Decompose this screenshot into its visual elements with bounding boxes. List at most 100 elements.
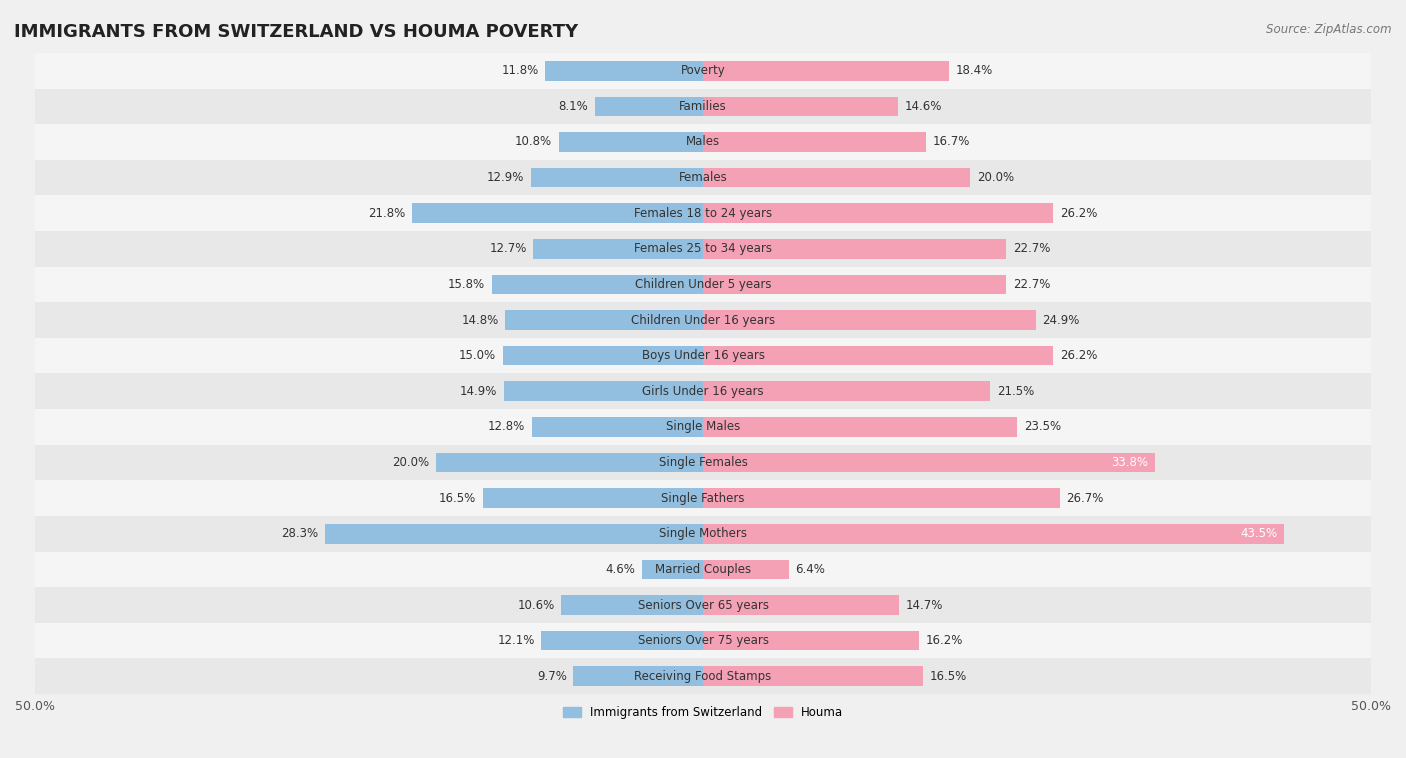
Bar: [641, 559, 703, 579]
Text: 9.7%: 9.7%: [537, 670, 567, 683]
Bar: [703, 631, 920, 650]
Bar: [35, 302, 1371, 338]
Text: 20.0%: 20.0%: [977, 171, 1014, 184]
Bar: [35, 587, 1371, 623]
Text: 20.0%: 20.0%: [392, 456, 429, 469]
Bar: [412, 203, 703, 223]
Text: 14.8%: 14.8%: [461, 314, 499, 327]
Text: IMMIGRANTS FROM SWITZERLAND VS HOUMA POVERTY: IMMIGRANTS FROM SWITZERLAND VS HOUMA POV…: [14, 23, 578, 41]
Text: 18.4%: 18.4%: [956, 64, 993, 77]
Bar: [35, 338, 1371, 374]
Text: 33.8%: 33.8%: [1111, 456, 1147, 469]
Bar: [325, 524, 703, 543]
Bar: [35, 445, 1371, 481]
Text: 4.6%: 4.6%: [605, 563, 636, 576]
Bar: [561, 595, 703, 615]
Bar: [503, 381, 703, 401]
Text: 15.0%: 15.0%: [458, 349, 496, 362]
Bar: [703, 488, 1060, 508]
Legend: Immigrants from Switzerland, Houma: Immigrants from Switzerland, Houma: [558, 701, 848, 723]
Bar: [703, 453, 1154, 472]
Text: Girls Under 16 years: Girls Under 16 years: [643, 385, 763, 398]
Text: 24.9%: 24.9%: [1042, 314, 1080, 327]
Text: 10.8%: 10.8%: [515, 136, 553, 149]
Bar: [492, 274, 703, 294]
Text: 15.8%: 15.8%: [449, 278, 485, 291]
Bar: [35, 267, 1371, 302]
Bar: [546, 61, 703, 80]
Bar: [35, 516, 1371, 552]
Bar: [35, 160, 1371, 196]
Text: 8.1%: 8.1%: [558, 100, 588, 113]
Text: 43.5%: 43.5%: [1240, 528, 1278, 540]
Text: Single Males: Single Males: [666, 421, 740, 434]
Text: Females 25 to 34 years: Females 25 to 34 years: [634, 243, 772, 255]
Bar: [703, 666, 924, 686]
Text: Males: Males: [686, 136, 720, 149]
Bar: [35, 623, 1371, 659]
Text: 12.9%: 12.9%: [486, 171, 524, 184]
Bar: [595, 96, 703, 116]
Text: 14.7%: 14.7%: [905, 599, 943, 612]
Bar: [35, 196, 1371, 231]
Text: Children Under 16 years: Children Under 16 years: [631, 314, 775, 327]
Bar: [482, 488, 703, 508]
Text: Poverty: Poverty: [681, 64, 725, 77]
Bar: [558, 132, 703, 152]
Text: 21.5%: 21.5%: [997, 385, 1035, 398]
Text: Females: Females: [679, 171, 727, 184]
Bar: [35, 231, 1371, 267]
Bar: [35, 409, 1371, 445]
Bar: [35, 374, 1371, 409]
Bar: [531, 417, 703, 437]
Text: 12.1%: 12.1%: [498, 634, 534, 647]
Text: 26.2%: 26.2%: [1060, 349, 1097, 362]
Bar: [703, 203, 1053, 223]
Text: 16.7%: 16.7%: [932, 136, 970, 149]
Text: Boys Under 16 years: Boys Under 16 years: [641, 349, 765, 362]
Text: Single Females: Single Females: [658, 456, 748, 469]
Text: Children Under 5 years: Children Under 5 years: [634, 278, 772, 291]
Text: 28.3%: 28.3%: [281, 528, 318, 540]
Bar: [703, 417, 1017, 437]
Bar: [574, 666, 703, 686]
Text: 26.7%: 26.7%: [1066, 492, 1104, 505]
Bar: [502, 346, 703, 365]
Bar: [703, 274, 1007, 294]
Bar: [35, 53, 1371, 89]
Text: Females 18 to 24 years: Females 18 to 24 years: [634, 207, 772, 220]
Text: Seniors Over 65 years: Seniors Over 65 years: [637, 599, 769, 612]
Bar: [703, 61, 949, 80]
Bar: [703, 381, 990, 401]
Text: 16.5%: 16.5%: [439, 492, 475, 505]
Text: Single Mothers: Single Mothers: [659, 528, 747, 540]
Text: 14.9%: 14.9%: [460, 385, 498, 398]
Bar: [703, 346, 1053, 365]
Text: 26.2%: 26.2%: [1060, 207, 1097, 220]
Text: Families: Families: [679, 100, 727, 113]
Text: 6.4%: 6.4%: [796, 563, 825, 576]
Text: 12.7%: 12.7%: [489, 243, 527, 255]
Bar: [505, 310, 703, 330]
Bar: [703, 310, 1036, 330]
Bar: [703, 168, 970, 187]
Text: 22.7%: 22.7%: [1012, 278, 1050, 291]
Text: Single Fathers: Single Fathers: [661, 492, 745, 505]
Bar: [703, 524, 1284, 543]
Text: 21.8%: 21.8%: [368, 207, 405, 220]
Bar: [703, 559, 789, 579]
Text: 16.2%: 16.2%: [927, 634, 963, 647]
Bar: [541, 631, 703, 650]
Text: 10.6%: 10.6%: [517, 599, 555, 612]
Text: 14.6%: 14.6%: [904, 100, 942, 113]
Text: 12.8%: 12.8%: [488, 421, 526, 434]
Bar: [533, 239, 703, 258]
Bar: [35, 89, 1371, 124]
Bar: [703, 132, 927, 152]
Bar: [35, 552, 1371, 587]
Text: 23.5%: 23.5%: [1024, 421, 1060, 434]
Text: Married Couples: Married Couples: [655, 563, 751, 576]
Bar: [35, 659, 1371, 694]
Text: 16.5%: 16.5%: [931, 670, 967, 683]
Bar: [703, 239, 1007, 258]
